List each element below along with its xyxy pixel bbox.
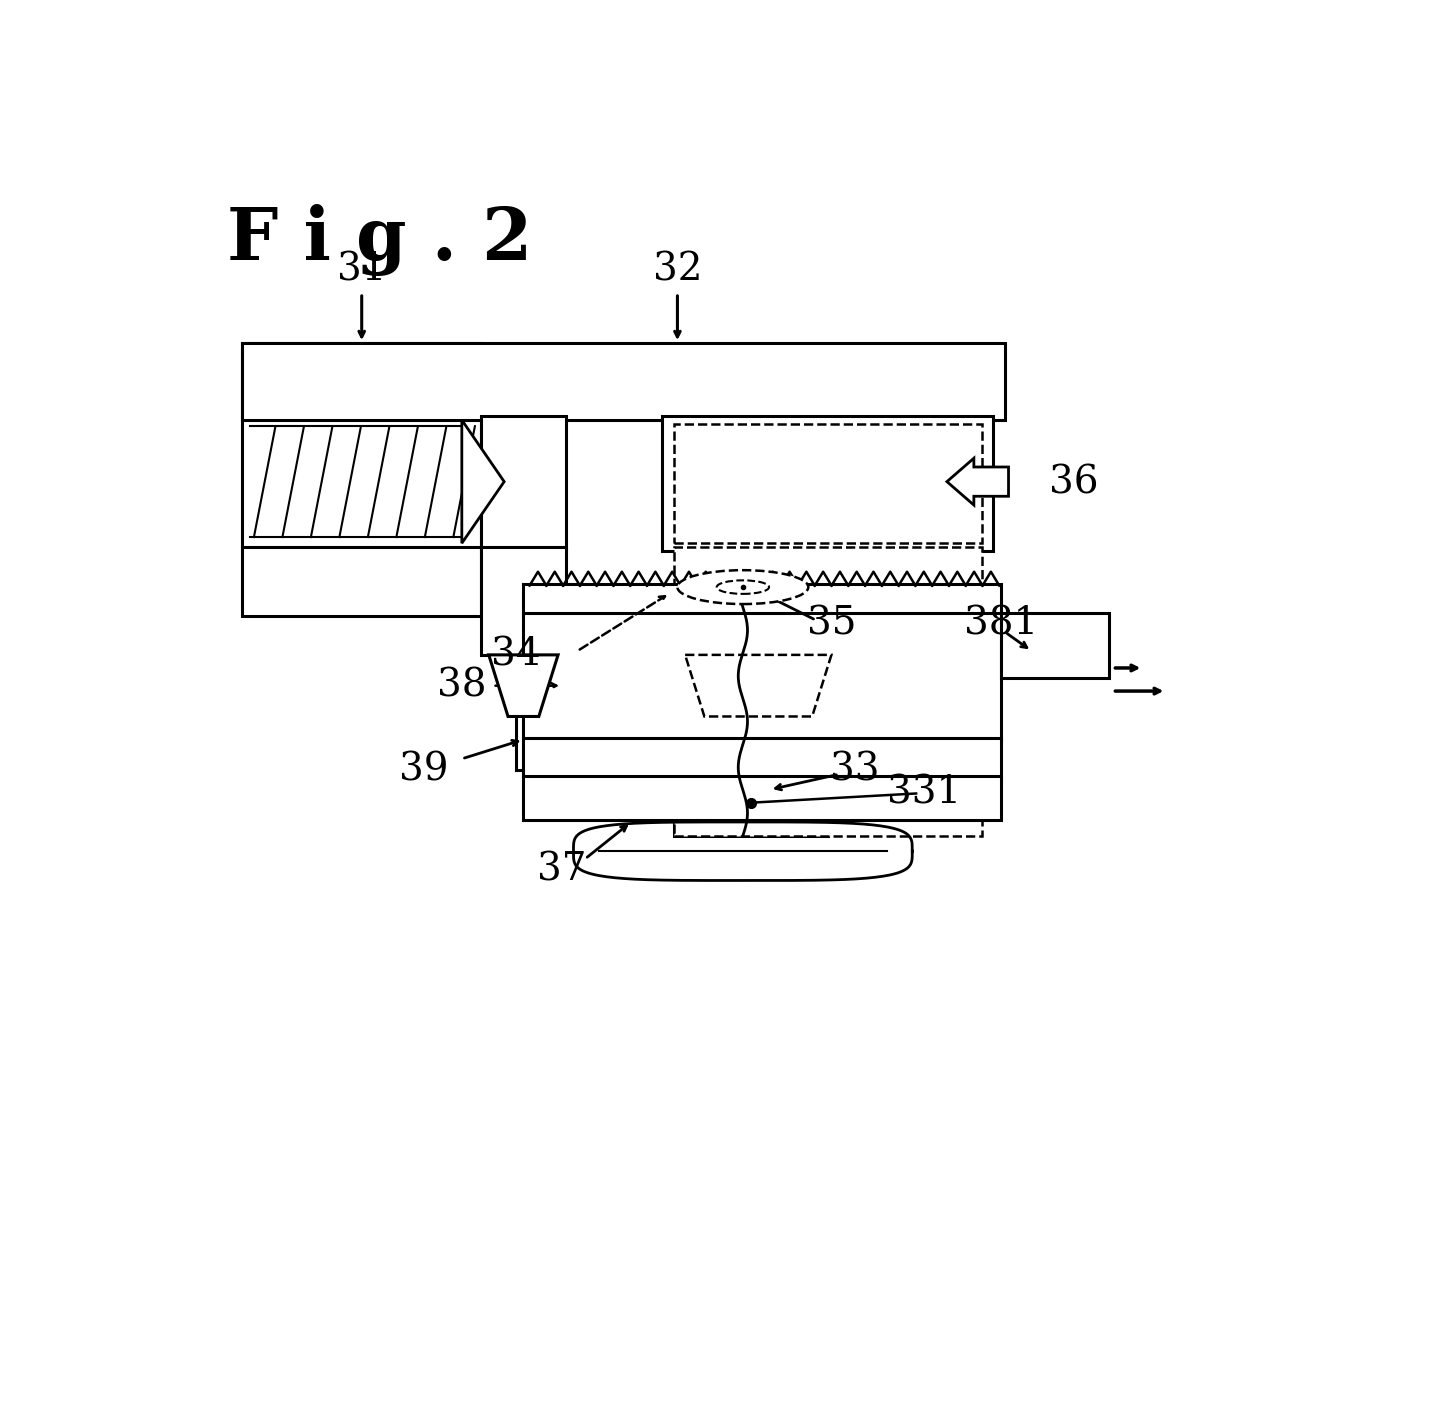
Text: 32: 32 (653, 251, 702, 289)
Bar (523, 775, 1001, 820)
Bar (523, 737, 1001, 778)
Bar (242, 343, 1005, 421)
Text: 34: 34 (491, 637, 540, 673)
Text: 33: 33 (830, 751, 879, 789)
Bar (242, 416, 481, 551)
Text: 331: 331 (886, 775, 961, 812)
Bar (242, 343, 481, 416)
Bar (673, 547, 982, 655)
Polygon shape (462, 421, 504, 543)
Polygon shape (685, 655, 831, 716)
Bar (1001, 613, 1109, 679)
Bar (242, 547, 481, 617)
Ellipse shape (717, 580, 769, 594)
Text: 36: 36 (1050, 464, 1099, 502)
Text: 381: 381 (964, 606, 1038, 642)
Bar (662, 416, 993, 551)
Bar (481, 547, 566, 655)
Bar (523, 585, 1001, 617)
Ellipse shape (678, 571, 808, 604)
Text: F i g . 2: F i g . 2 (227, 205, 533, 276)
Bar (515, 714, 555, 770)
Text: 31: 31 (337, 251, 387, 289)
FancyArrow shape (947, 458, 1008, 505)
Bar (523, 613, 1001, 740)
Text: 37: 37 (537, 852, 586, 889)
Polygon shape (489, 655, 557, 716)
Text: 35: 35 (807, 606, 856, 642)
Bar (673, 767, 982, 836)
Bar (673, 767, 828, 836)
Bar (481, 416, 566, 551)
Text: 38: 38 (437, 667, 487, 704)
Bar (673, 423, 982, 543)
Text: 39: 39 (398, 751, 447, 789)
